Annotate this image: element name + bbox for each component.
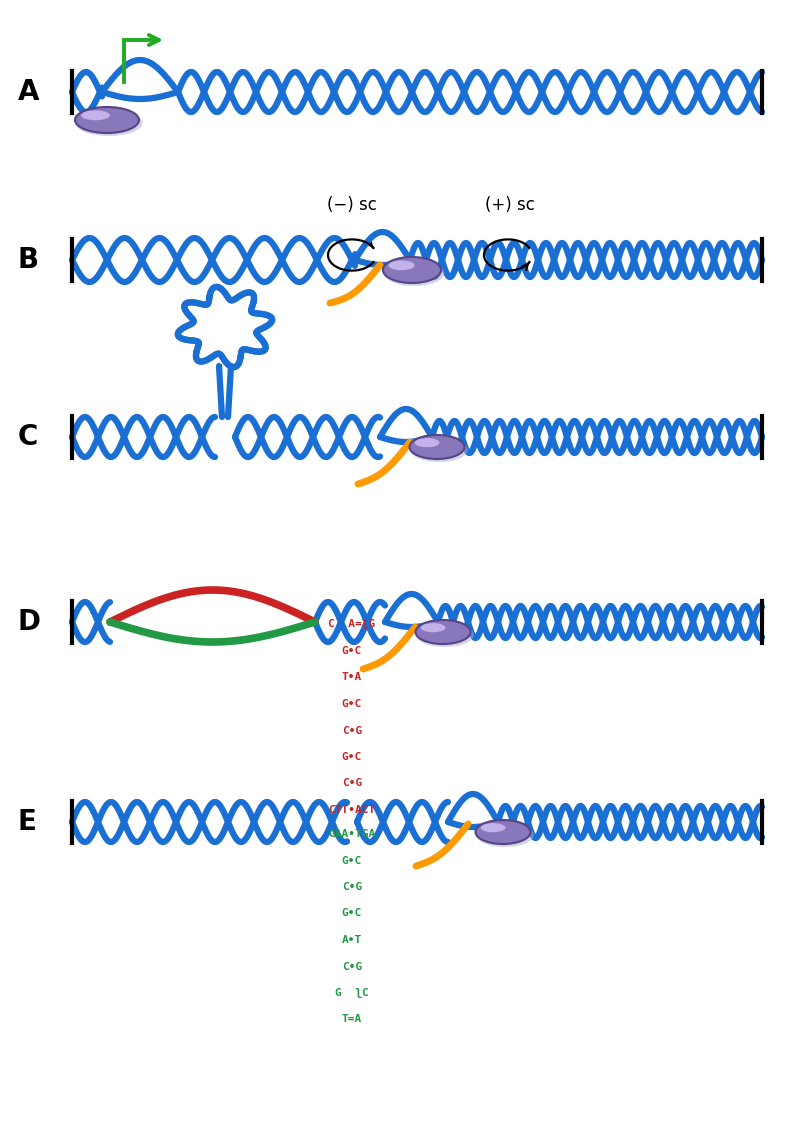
Text: G•C: G•C [342, 646, 362, 656]
Text: C: C [18, 423, 38, 451]
Text: E: E [18, 809, 37, 836]
Ellipse shape [383, 257, 441, 283]
Ellipse shape [383, 260, 445, 286]
Text: (+) sc: (+) sc [485, 196, 535, 214]
Ellipse shape [410, 439, 468, 463]
Ellipse shape [481, 823, 506, 833]
Ellipse shape [475, 820, 530, 844]
Ellipse shape [421, 624, 446, 633]
Text: G•C: G•C [342, 699, 362, 709]
Text: GAA•TGA: GAA•TGA [328, 829, 376, 839]
Ellipse shape [410, 435, 465, 459]
Text: T=A: T=A [342, 1014, 362, 1024]
Text: A: A [18, 78, 39, 106]
Text: G•C: G•C [342, 855, 362, 866]
Ellipse shape [415, 620, 470, 644]
Text: (−) sc: (−) sc [327, 196, 377, 214]
Ellipse shape [75, 107, 139, 132]
Text: T•A: T•A [342, 673, 362, 683]
Text: C•G: C•G [342, 962, 362, 972]
Text: C  A=ʅG: C A=ʅG [328, 619, 376, 629]
Text: CTT•ACT: CTT•ACT [328, 805, 376, 815]
Ellipse shape [414, 439, 439, 448]
Text: C•G: C•G [342, 725, 362, 735]
Ellipse shape [75, 110, 142, 136]
Text: B: B [18, 246, 39, 274]
Ellipse shape [416, 624, 474, 648]
Text: G  ʅC: G ʅC [335, 988, 369, 998]
Text: C•G: C•G [342, 779, 362, 788]
Text: C•G: C•G [342, 882, 362, 892]
Text: G•C: G•C [342, 751, 362, 762]
Ellipse shape [81, 111, 110, 120]
Ellipse shape [476, 823, 534, 847]
Text: G•C: G•C [342, 909, 362, 918]
Text: D: D [18, 608, 41, 636]
Ellipse shape [389, 260, 414, 271]
Text: A•T: A•T [342, 935, 362, 944]
